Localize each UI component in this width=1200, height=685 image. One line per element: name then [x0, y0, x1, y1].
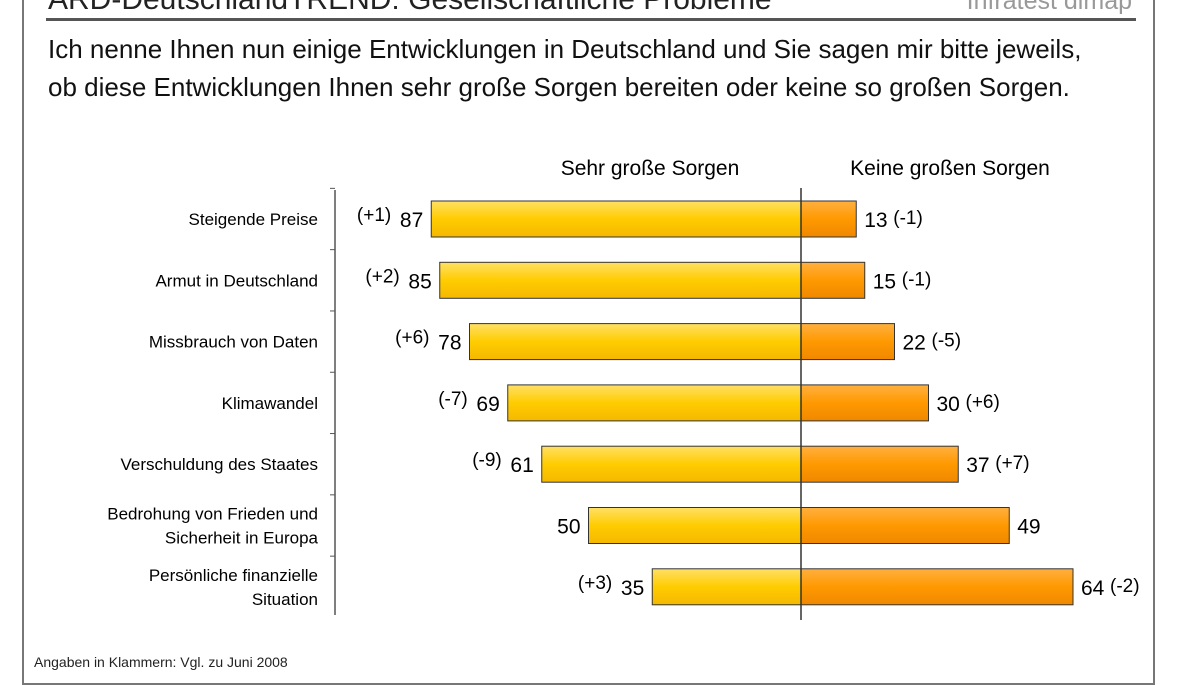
value-label-sehr-grosse-sorgen: 85 — [408, 270, 431, 293]
change-label-keine-grossen-sorgen: (-1) — [902, 269, 932, 290]
bar-sehr-grosse-sorgen — [507, 384, 802, 422]
bar-keine-grossen-sorgen — [800, 200, 857, 238]
bar-sehr-grosse-sorgen — [439, 261, 802, 299]
bar-keine-grossen-sorgen — [800, 568, 1074, 606]
change-label-keine-grossen-sorgen: (+6) — [966, 392, 1000, 413]
category-label: Steigende Preise — [189, 210, 318, 229]
chart-title: ARD-DeutschlandTREND: Gesellschaftliche … — [48, 0, 772, 17]
value-label-sehr-grosse-sorgen: 50 — [557, 516, 580, 539]
value-label-keine-grossen-sorgen: 22 — [903, 332, 926, 355]
value-label-keine-grossen-sorgen: 37 — [966, 454, 989, 477]
change-label-sehr-grosse-sorgen: (-9) — [472, 450, 502, 471]
bar-keine-grossen-sorgen — [800, 384, 929, 422]
change-label-sehr-grosse-sorgen: (+2) — [365, 266, 399, 287]
value-label-sehr-grosse-sorgen: 61 — [510, 454, 533, 477]
bar-sehr-grosse-sorgen — [469, 323, 802, 361]
bar-sehr-grosse-sorgen — [588, 507, 802, 544]
category-label: Armut in Deutschland — [155, 271, 318, 290]
footnote: Angaben in Klammern: Vgl. zu Juni 2008 — [34, 654, 288, 670]
value-label-keine-grossen-sorgen: 13 — [864, 209, 887, 232]
bar-sehr-grosse-sorgen — [430, 200, 802, 238]
bar-sehr-grosse-sorgen — [541, 445, 802, 483]
change-label-sehr-grosse-sorgen: (+6) — [395, 328, 429, 349]
change-label-keine-grossen-sorgen: (-5) — [932, 331, 962, 352]
bar-keine-grossen-sorgen — [800, 323, 895, 361]
value-label-keine-grossen-sorgen: 15 — [873, 270, 896, 293]
change-label-keine-grossen-sorgen: (-2) — [1110, 576, 1140, 597]
value-label-keine-grossen-sorgen: 64 — [1081, 577, 1105, 600]
change-label-keine-grossen-sorgen: (+7) — [995, 453, 1029, 474]
category-label: Klimawandel — [222, 394, 318, 413]
change-label-sehr-grosse-sorgen: (-7) — [438, 389, 468, 410]
brand-logo-text: Infratest dimap — [966, 0, 1132, 15]
change-label-keine-grossen-sorgen: (-1) — [893, 208, 923, 229]
category-label: Bedrohung von Frieden und — [107, 505, 318, 524]
change-label-sehr-grosse-sorgen: (+3) — [578, 573, 612, 594]
category-label: Persönliche finanzielle — [149, 566, 318, 585]
question-text: Ich nenne Ihnen nun einige Entwicklungen… — [48, 34, 1082, 102]
category-label: Sicherheit in Europa — [165, 529, 319, 548]
legend-keine-grossen-sorgen: Keine großen Sorgen — [850, 157, 1050, 180]
value-label-keine-grossen-sorgen: 49 — [1017, 516, 1040, 539]
change-label-sehr-grosse-sorgen: (+1) — [357, 205, 391, 226]
category-label: Verschuldung des Staates — [120, 455, 318, 474]
value-label-sehr-grosse-sorgen: 35 — [621, 577, 644, 600]
category-label: Situation — [252, 590, 318, 609]
value-label-sehr-grosse-sorgen: 78 — [438, 332, 461, 355]
title-divider — [46, 18, 1136, 21]
bar-keine-grossen-sorgen — [800, 507, 1010, 544]
value-label-sehr-grosse-sorgen: 87 — [400, 209, 423, 232]
bar-keine-grossen-sorgen — [800, 445, 959, 483]
category-label: Missbrauch von Daten — [149, 333, 318, 352]
bar-sehr-grosse-sorgen — [651, 568, 802, 606]
value-label-keine-grossen-sorgen: 30 — [937, 393, 960, 416]
legend-sehr-grosse-sorgen: Sehr große Sorgen — [561, 157, 740, 180]
bar-keine-grossen-sorgen — [800, 261, 866, 299]
value-label-sehr-grosse-sorgen: 69 — [476, 393, 499, 416]
